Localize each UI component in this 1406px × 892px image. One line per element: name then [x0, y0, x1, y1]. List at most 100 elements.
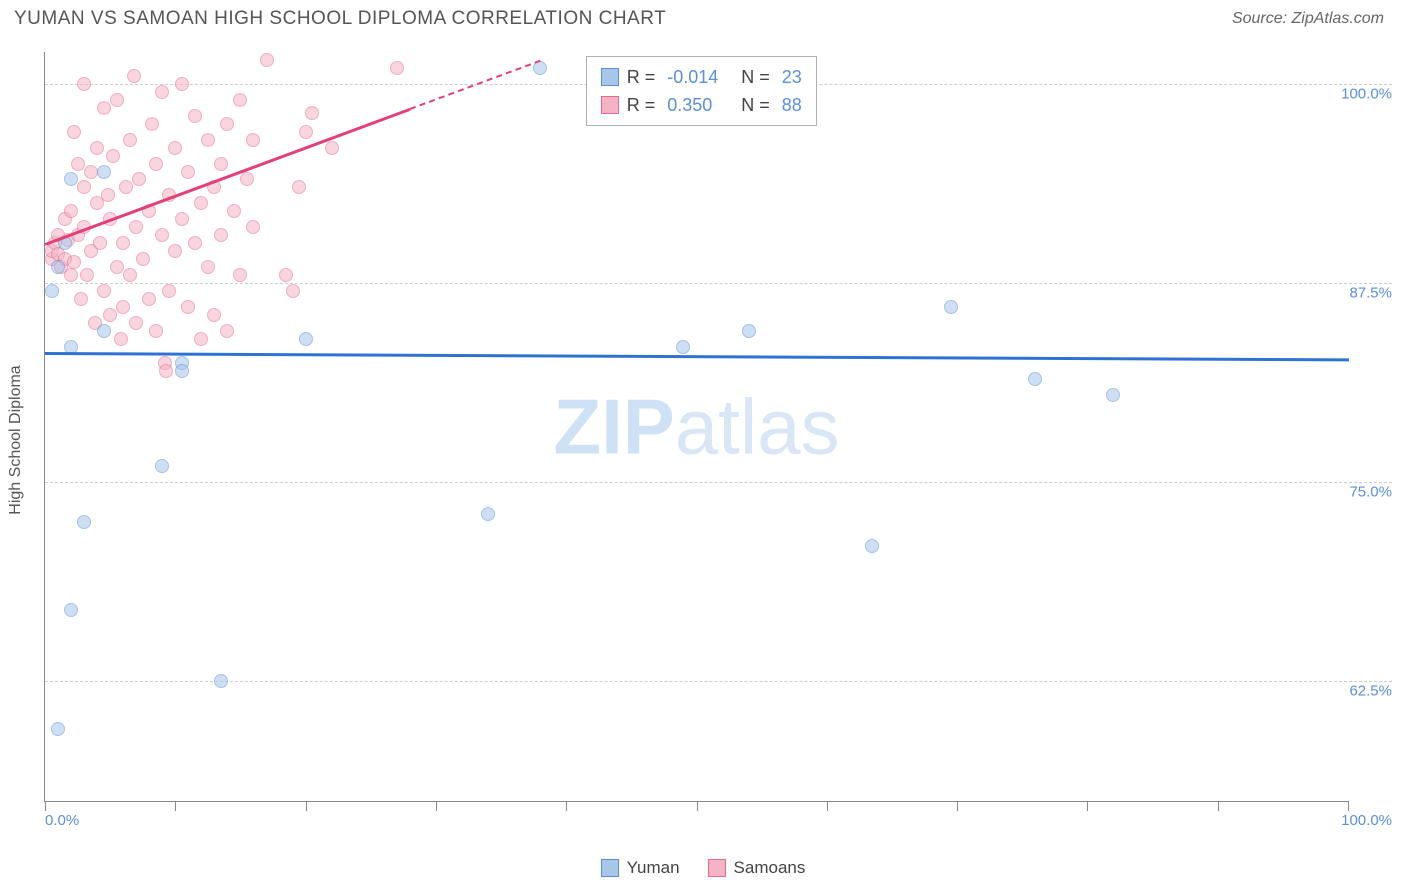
gridline [45, 482, 1392, 483]
trend-line [45, 352, 1349, 361]
x-tick [1087, 801, 1088, 811]
legend-item: Samoans [708, 858, 806, 878]
scatter-point [110, 260, 124, 274]
x-tick [436, 801, 437, 811]
scatter-point [51, 260, 65, 274]
scatter-point [305, 106, 319, 120]
scatter-point [84, 165, 98, 179]
scatter-point [246, 220, 260, 234]
x-tick [1348, 801, 1349, 811]
watermark: ZIPatlas [553, 381, 839, 472]
scatter-point [93, 236, 107, 250]
scatter-point [123, 268, 137, 282]
x-tick [306, 801, 307, 811]
trend-line [410, 60, 541, 110]
scatter-point [64, 603, 78, 617]
scatter-point [742, 324, 756, 338]
scatter-point [123, 133, 137, 147]
scatter-point [103, 308, 117, 322]
scatter-point [97, 324, 111, 338]
scatter-point [286, 284, 300, 298]
x-tick [827, 801, 828, 811]
legend-n-label: N = [741, 91, 770, 119]
scatter-point [299, 332, 313, 346]
scatter-point [90, 141, 104, 155]
scatter-point [97, 165, 111, 179]
scatter-point [201, 133, 215, 147]
scatter-point [97, 101, 111, 115]
legend-swatch [601, 68, 619, 86]
scatter-point [175, 77, 189, 91]
scatter-point [175, 364, 189, 378]
x-tick [45, 801, 46, 811]
scatter-point [106, 149, 120, 163]
legend-n-value: 88 [782, 91, 802, 119]
scatter-point [155, 459, 169, 473]
legend-swatch [708, 859, 726, 877]
scatter-point [194, 332, 208, 346]
scatter-point [45, 284, 59, 298]
y-tick-label: 87.5% [1322, 285, 1392, 302]
source-attribution: Source: ZipAtlas.com [1232, 10, 1384, 28]
scatter-point [292, 180, 306, 194]
scatter-point [159, 364, 173, 378]
x-tick [957, 801, 958, 811]
scatter-point [127, 69, 141, 83]
gridline [45, 283, 1392, 284]
scatter-point [129, 220, 143, 234]
scatter-point [149, 324, 163, 338]
scatter-point [214, 228, 228, 242]
scatter-point [119, 180, 133, 194]
y-tick-label: 62.5% [1322, 683, 1392, 700]
scatter-point [1106, 388, 1120, 402]
scatter-point [279, 268, 293, 282]
watermark-bold: ZIP [553, 382, 674, 470]
scatter-point [101, 188, 115, 202]
scatter-point [188, 236, 202, 250]
scatter-point [181, 165, 195, 179]
scatter-point [51, 722, 65, 736]
scatter-point [116, 236, 130, 250]
scatter-point [240, 172, 254, 186]
y-axis-title: High School Diploma [7, 365, 25, 514]
legend-label: Samoans [734, 858, 806, 878]
scatter-point [67, 255, 81, 269]
scatter-point [80, 268, 94, 282]
legend-r-value: 0.350 [667, 91, 733, 119]
scatter-point [129, 316, 143, 330]
scatter-point [114, 332, 128, 346]
y-tick-label: 75.0% [1322, 484, 1392, 501]
scatter-point [142, 292, 156, 306]
legend-n-value: 23 [782, 63, 802, 91]
bottom-legend: Yuman Samoans [0, 858, 1406, 878]
x-tick-label-max: 100.0% [1341, 812, 1392, 829]
legend-r-label: R = [627, 91, 656, 119]
scatter-point [220, 117, 234, 131]
legend-r-value: -0.014 [667, 63, 733, 91]
scatter-point [168, 141, 182, 155]
scatter-point [110, 93, 124, 107]
scatter-point [149, 157, 163, 171]
y-tick-label: 100.0% [1322, 85, 1392, 102]
scatter-point [201, 260, 215, 274]
scatter-point [64, 204, 78, 218]
legend-row: R = 0.350 N = 88 [601, 91, 802, 119]
scatter-point [1028, 372, 1042, 386]
chart-header: YUMAN VS SAMOAN HIGH SCHOOL DIPLOMA CORR… [0, 0, 1406, 38]
scatter-point [145, 117, 159, 131]
scatter-point [136, 252, 150, 266]
legend-swatch [601, 96, 619, 114]
x-tick [566, 801, 567, 811]
scatter-point [168, 244, 182, 258]
legend-row: R =-0.014N =23 [601, 63, 802, 91]
scatter-point [155, 85, 169, 99]
scatter-point [325, 141, 339, 155]
legend-item: Yuman [601, 858, 680, 878]
scatter-point [944, 300, 958, 314]
scatter-point [207, 308, 221, 322]
scatter-point [260, 53, 274, 67]
x-tick-label-min: 0.0% [45, 812, 79, 829]
scatter-point [67, 125, 81, 139]
scatter-point [77, 180, 91, 194]
scatter-point [246, 133, 260, 147]
